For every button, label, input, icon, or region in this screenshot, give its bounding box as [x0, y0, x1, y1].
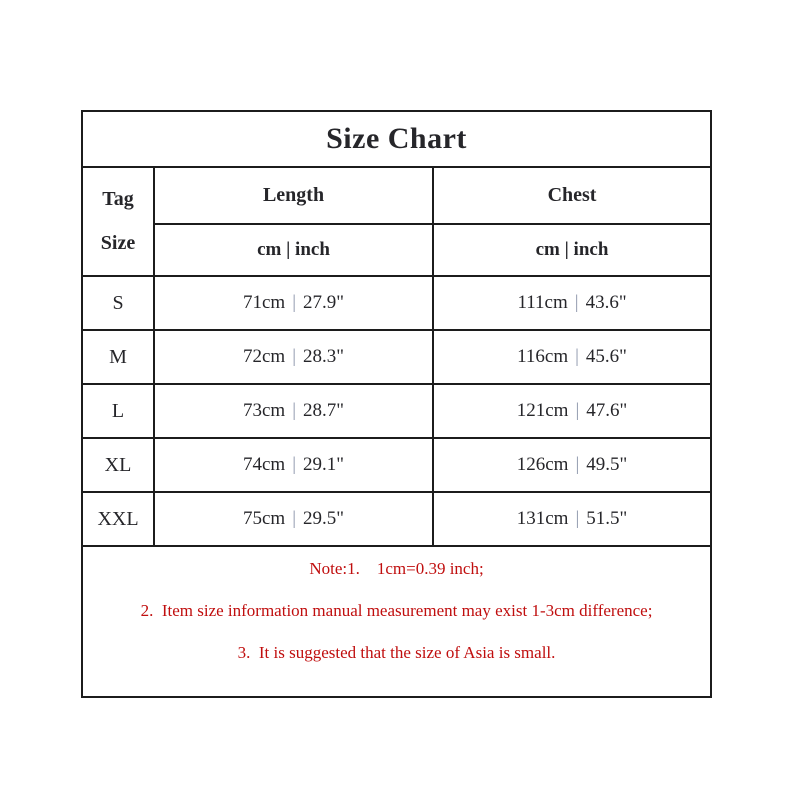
chest-cm-value: 131cm — [516, 508, 569, 529]
length-value-cell: 72cm | 28.3" — [153, 329, 434, 385]
length-inch-value: 27.9" — [303, 292, 345, 313]
chest-inch-value: 43.6" — [585, 292, 627, 313]
length-value-cell: 75cm | 29.5" — [153, 491, 434, 547]
tag-header-line: Tag — [102, 188, 134, 211]
table-row-s: S 71cm | 27.9" 111cm | 43.6" — [81, 275, 713, 331]
length-inch-value: 28.7" — [303, 400, 345, 421]
tag-size-header: Tag Size — [81, 166, 155, 277]
size-tag-cell: XXL — [81, 491, 155, 547]
chest-cm-value: 121cm — [516, 400, 569, 421]
table-row-xl: XL 74cm | 29.1" 126cm | 49.5" — [81, 437, 713, 493]
length-value-cell: 71cm | 27.9" — [153, 275, 434, 331]
length-inch-value: 29.1" — [303, 454, 345, 475]
size-header-line: Size — [100, 231, 136, 254]
length-unit-header: cm | inch — [153, 223, 434, 277]
length-cm-value: 71cm — [242, 292, 286, 313]
pipe-separator: | — [574, 292, 579, 313]
chest-unit-header: cm | inch — [431, 223, 713, 277]
chest-value-cell: 111cm | 43.6" — [431, 275, 713, 331]
pipe-separator: | — [575, 508, 580, 529]
size-tag-cell: XL — [81, 437, 155, 493]
chest-cm-value: 111cm — [517, 292, 568, 313]
length-value-cell: 74cm | 29.1" — [153, 437, 434, 493]
chest-cm-value: 126cm — [516, 454, 569, 475]
pipe-separator: | — [575, 346, 579, 367]
chest-value-cell: 126cm | 49.5" — [431, 437, 713, 493]
table-row-m: M 72cm | 28.3" 116cm | 45.6" — [81, 329, 713, 385]
chest-column-header: Chest — [431, 165, 713, 226]
pipe-separator: | — [292, 508, 296, 529]
pipe-separator: | — [292, 400, 296, 421]
pipe-separator: | — [575, 400, 580, 421]
size-chart-table: Size Chart Tag Size Length Chest cm | in… — [80, 110, 713, 698]
table-row-xxl: XXL 75cm | 29.5" 131cm | 51.5" — [81, 491, 713, 547]
chest-cm-value: 116cm — [517, 346, 569, 367]
note-line-3: 3. It is suggested that the size of Asia… — [237, 642, 556, 662]
length-inch-value: 28.3" — [303, 346, 345, 367]
note-line-2: 2. Item size information manual measurem… — [140, 600, 653, 620]
chest-inch-value: 47.6" — [586, 400, 628, 421]
size-tag-cell: L — [81, 383, 155, 439]
chest-value-cell: 131cm | 51.5" — [431, 491, 713, 547]
length-inch-value: 29.5" — [303, 508, 345, 529]
length-cm-value: 74cm — [242, 454, 286, 475]
size-tag-cell: S — [81, 275, 155, 331]
pipe-separator: | — [575, 454, 580, 475]
note-line-1: Note:1. 1cm=0.39 inch; — [309, 558, 484, 578]
size-tag-cell: M — [81, 329, 155, 385]
chest-inch-value: 45.6" — [585, 346, 627, 367]
pipe-separator: | — [292, 454, 296, 475]
chest-inch-value: 51.5" — [586, 508, 628, 529]
notes-cell: Note:1. 1cm=0.39 inch; 2. Item size info… — [80, 545, 713, 698]
length-cm-value: 75cm — [242, 508, 286, 529]
chest-value-cell: 121cm | 47.6" — [431, 383, 713, 439]
pipe-separator: | — [292, 292, 296, 313]
size-chart-title: Size Chart — [80, 110, 713, 168]
table-row-l: L 73cm | 28.7" 121cm | 47.6" — [81, 383, 713, 439]
chest-inch-value: 49.5" — [586, 454, 628, 475]
length-cm-value: 72cm — [242, 346, 286, 367]
length-column-header: Length — [153, 165, 434, 226]
chest-value-cell: 116cm | 45.6" — [431, 329, 713, 385]
length-value-cell: 73cm | 28.7" — [153, 383, 434, 439]
pipe-separator: | — [292, 346, 296, 367]
length-cm-value: 73cm — [242, 400, 286, 421]
